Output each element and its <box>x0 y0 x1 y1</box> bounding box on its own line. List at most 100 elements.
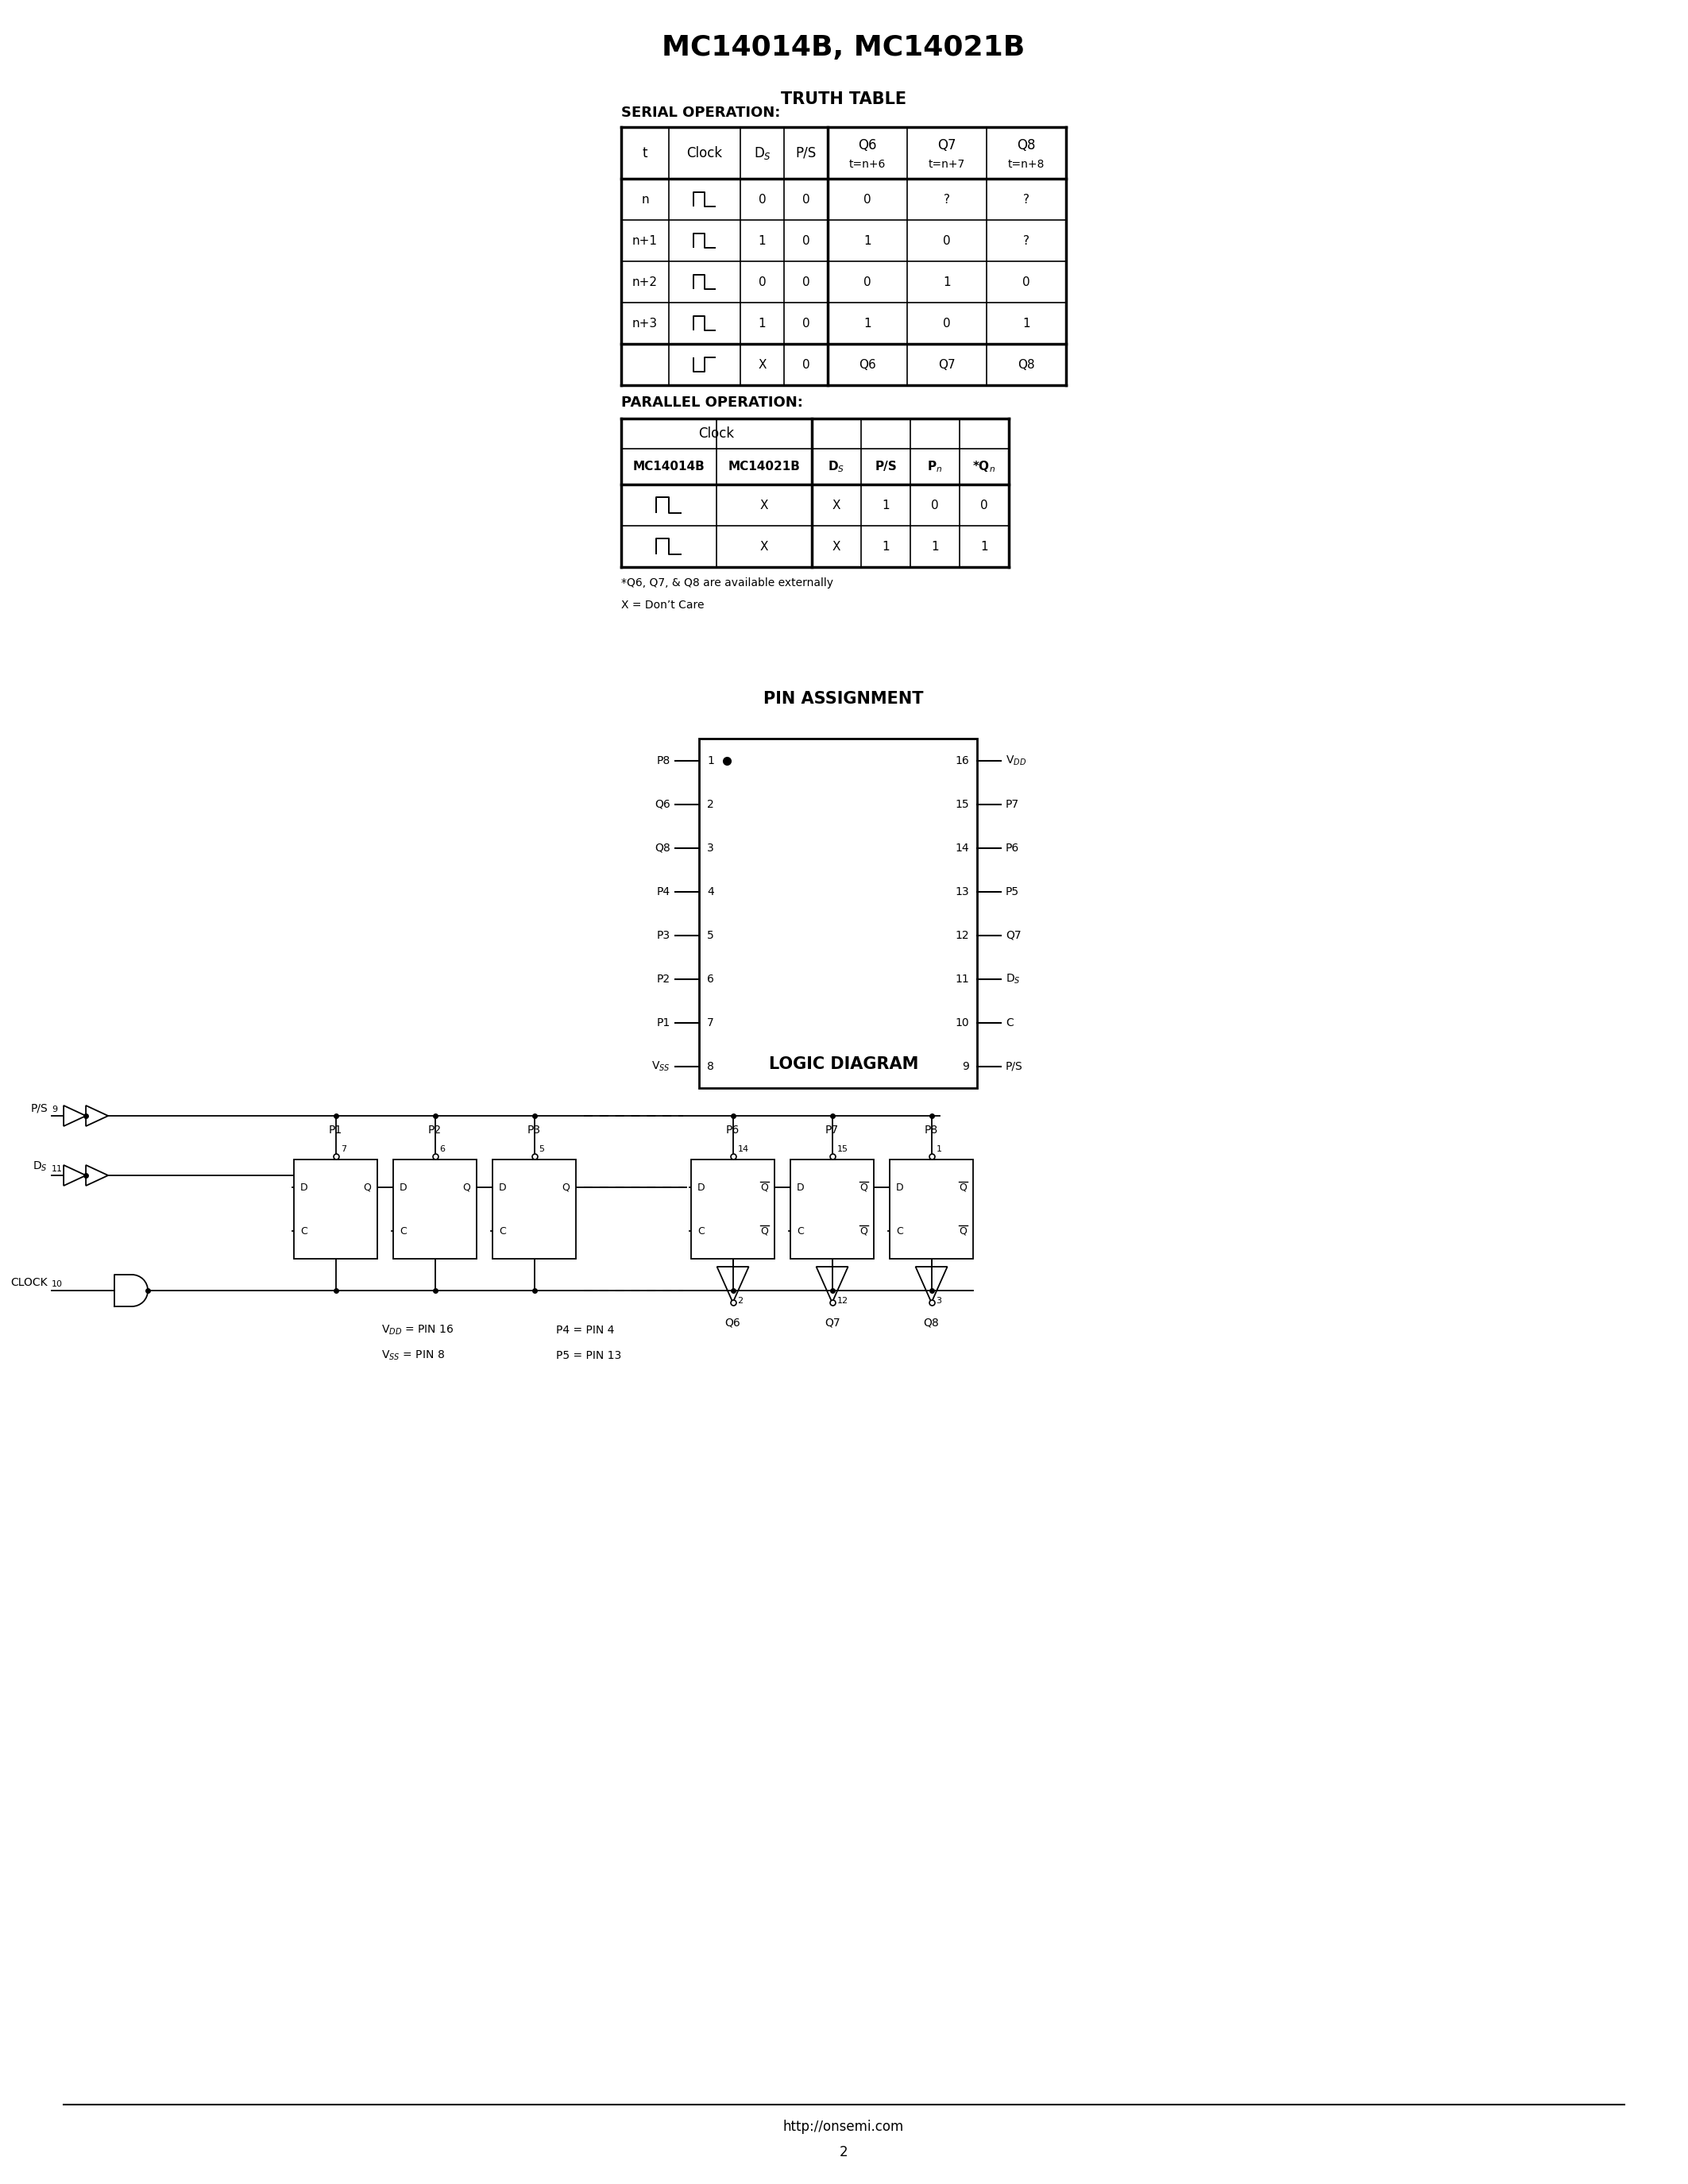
Bar <box>294 1160 378 1258</box>
Text: D: D <box>400 1182 407 1192</box>
Text: 0: 0 <box>944 234 950 247</box>
Text: C: C <box>797 1225 803 1236</box>
Text: MC14014B: MC14014B <box>633 461 706 472</box>
Text: Clock: Clock <box>687 146 722 159</box>
Text: X: X <box>760 539 768 553</box>
Text: Q: Q <box>363 1182 371 1192</box>
Text: P3: P3 <box>657 930 670 941</box>
Text: P2: P2 <box>657 974 670 985</box>
Text: 1: 1 <box>932 539 939 553</box>
Text: D: D <box>500 1182 506 1192</box>
Text: 2: 2 <box>839 2145 847 2160</box>
Text: 0: 0 <box>802 317 810 330</box>
Text: ?: ? <box>1023 234 1030 247</box>
Text: 0: 0 <box>944 317 950 330</box>
Text: Q7: Q7 <box>824 1317 841 1328</box>
Text: 10: 10 <box>955 1018 969 1029</box>
Text: 1: 1 <box>864 317 871 330</box>
Text: P1: P1 <box>657 1018 670 1029</box>
Text: C: C <box>1006 1018 1013 1029</box>
Text: D$_S$: D$_S$ <box>1006 972 1021 985</box>
Text: n+1: n+1 <box>633 234 658 247</box>
Text: X: X <box>832 500 841 511</box>
Text: 1: 1 <box>758 317 766 330</box>
Text: V$_{DD}$: V$_{DD}$ <box>1006 753 1026 767</box>
Text: 15: 15 <box>837 1144 847 1153</box>
Bar <box>690 1160 775 1258</box>
Text: http://onsemi.com: http://onsemi.com <box>783 2121 905 2134</box>
Text: Q7: Q7 <box>937 138 955 153</box>
Text: D$_S$: D$_S$ <box>829 459 846 474</box>
Text: 0: 0 <box>802 234 810 247</box>
Text: C: C <box>500 1225 506 1236</box>
Text: 7: 7 <box>707 1018 714 1029</box>
Bar <box>890 1160 972 1258</box>
Text: D: D <box>300 1182 307 1192</box>
Text: Q: Q <box>959 1225 967 1236</box>
Bar <box>621 419 1009 568</box>
Bar <box>621 127 1067 384</box>
Text: t=n+8: t=n+8 <box>1008 159 1045 170</box>
Text: Q: Q <box>463 1182 471 1192</box>
Text: ?: ? <box>1023 194 1030 205</box>
Text: P1: P1 <box>329 1125 343 1136</box>
Text: 5: 5 <box>707 930 714 941</box>
Text: Q7: Q7 <box>1006 930 1021 941</box>
Text: V$_{DD}$ = PIN 16: V$_{DD}$ = PIN 16 <box>381 1324 454 1337</box>
Text: MC14021B: MC14021B <box>728 461 800 472</box>
Text: Q: Q <box>859 1225 868 1236</box>
Text: 16: 16 <box>955 756 969 767</box>
Text: 0: 0 <box>864 194 871 205</box>
Text: 7: 7 <box>341 1144 346 1153</box>
Text: LOGIC DIAGRAM: LOGIC DIAGRAM <box>768 1057 918 1072</box>
Text: 1: 1 <box>758 234 766 247</box>
Text: 0: 0 <box>802 358 810 371</box>
Text: 3: 3 <box>937 1297 942 1304</box>
Text: 0: 0 <box>758 275 766 288</box>
Text: 1: 1 <box>881 500 890 511</box>
Text: Q7: Q7 <box>939 358 955 371</box>
Text: ?: ? <box>944 194 950 205</box>
Text: Q: Q <box>859 1182 868 1192</box>
Text: PIN ASSIGNMENT: PIN ASSIGNMENT <box>763 690 923 708</box>
Text: P/S: P/S <box>795 146 817 159</box>
Text: 6: 6 <box>707 974 714 985</box>
Text: D: D <box>797 1182 805 1192</box>
Text: 1: 1 <box>944 275 950 288</box>
Text: Q8: Q8 <box>1018 358 1035 371</box>
Bar <box>393 1160 476 1258</box>
Text: 14: 14 <box>738 1144 749 1153</box>
Text: n+2: n+2 <box>633 275 658 288</box>
Text: 15: 15 <box>955 799 969 810</box>
Text: TRUTH TABLE: TRUTH TABLE <box>782 92 906 107</box>
Text: 0: 0 <box>932 500 939 511</box>
Text: 0: 0 <box>758 194 766 205</box>
Text: t=n+6: t=n+6 <box>849 159 886 170</box>
Text: P2: P2 <box>429 1125 442 1136</box>
Text: Clock: Clock <box>699 426 734 441</box>
Text: X: X <box>832 539 841 553</box>
Text: n: n <box>641 194 648 205</box>
Text: P7: P7 <box>1006 799 1020 810</box>
Text: 11: 11 <box>955 974 969 985</box>
Text: Q8: Q8 <box>923 1317 939 1328</box>
Text: X: X <box>760 500 768 511</box>
Bar <box>790 1160 874 1258</box>
Text: 2: 2 <box>707 799 714 810</box>
Text: C: C <box>896 1225 903 1236</box>
Text: 14: 14 <box>955 843 969 854</box>
Text: C: C <box>300 1225 307 1236</box>
Text: 12: 12 <box>837 1297 847 1304</box>
Text: *Q$_n$: *Q$_n$ <box>972 459 996 474</box>
Text: 9: 9 <box>962 1061 969 1072</box>
Text: X = Don’t Care: X = Don’t Care <box>621 601 704 612</box>
Text: 6: 6 <box>441 1144 446 1153</box>
Text: Q8: Q8 <box>655 843 670 854</box>
Text: 9: 9 <box>52 1105 57 1114</box>
Text: P5: P5 <box>1006 887 1020 898</box>
Text: P7: P7 <box>825 1125 839 1136</box>
Text: P6: P6 <box>726 1125 739 1136</box>
Text: P$_n$: P$_n$ <box>927 459 942 474</box>
Bar <box>699 738 977 1088</box>
Text: X: X <box>758 358 766 371</box>
